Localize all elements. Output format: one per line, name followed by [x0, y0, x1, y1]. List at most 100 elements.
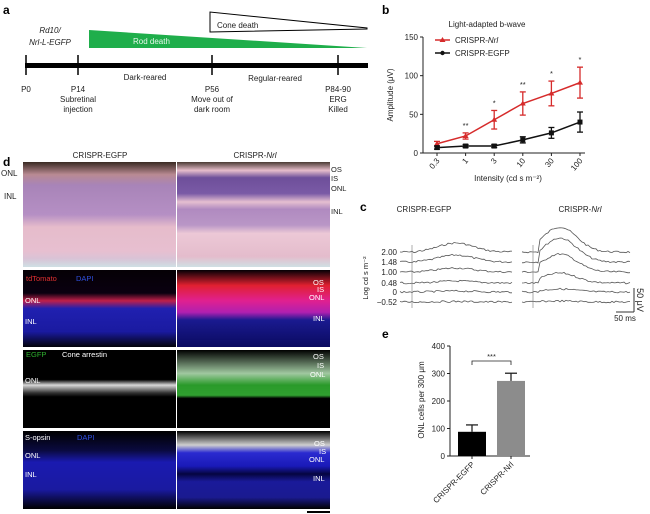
column-title-nrl: CRISPR-Nrl [233, 151, 276, 160]
legend-label-egfp: CRISPR-EGFP [455, 49, 510, 58]
stain-dapi: DAPI [76, 274, 94, 283]
significance-marker: *** [487, 352, 496, 361]
y-tick-label: 300 [432, 370, 446, 379]
rod-death-wedge [89, 30, 367, 48]
bar [497, 380, 525, 456]
panel-label-a: a [3, 3, 10, 17]
erg-trace [399, 242, 513, 254]
significance-bracket [471, 360, 512, 365]
timepoint-sub-1: Move out of [191, 95, 234, 104]
y-tick-label: 150 [405, 33, 419, 42]
data-point-triangle [462, 132, 469, 138]
significance-marker: * [550, 69, 553, 78]
x-tick-label: 10 [515, 156, 528, 169]
x-tick-label: 3 [489, 156, 499, 166]
row4-os: OS [314, 439, 325, 448]
series-line [436, 81, 581, 145]
panel-b-bwave-chart: b Light-adapted b-wave Amplitude (μV) In… [382, 3, 585, 183]
label-is: IS [331, 174, 338, 183]
timepoint-sub-2: Killed [328, 105, 348, 114]
y-tick-label: 100 [405, 72, 419, 81]
label-onl-right: ONL [331, 184, 346, 193]
timepoint-label: P84-90 [325, 85, 351, 94]
row2-onl: ONL [25, 296, 40, 305]
erg-trace [399, 300, 513, 304]
trace-y-label: Log cd s m⁻² [361, 256, 370, 300]
bar [458, 431, 486, 456]
x-axis-label: Intensity (cd s m⁻²) [474, 174, 542, 183]
strain-line-1: Rd10/ [39, 26, 61, 35]
significance-marker: * [493, 98, 496, 107]
series-line [436, 121, 581, 149]
timepoint-sub-2: injection [63, 105, 92, 114]
row4-inl: INL [25, 470, 37, 479]
rod-death-label: Rod death [133, 37, 170, 46]
panel-label-e: e [382, 327, 389, 341]
legend-marker-triangle [439, 37, 446, 42]
row3-os: OS [313, 352, 324, 361]
erg-trace [521, 299, 631, 304]
row4-is: IS [319, 447, 326, 456]
stain-dapi-2: DAPI [77, 433, 95, 442]
data-point-triangle [434, 140, 440, 146]
data-point-triangle [491, 116, 498, 122]
label-os: OS [331, 165, 342, 174]
trace-title-egfp: CRISPR-EGFP [397, 205, 452, 214]
timepoint-sub-1: ERG [329, 95, 346, 104]
stain-egfp: EGFP [26, 350, 46, 359]
timeline-bar [25, 63, 368, 68]
panel-label-d: d [3, 155, 10, 169]
erg-trace [521, 237, 631, 264]
significance-marker: ** [463, 121, 469, 130]
data-point-triangle [519, 100, 526, 106]
data-point-square [491, 143, 497, 149]
stain-cone-arrestin: Cone arrestin [62, 350, 107, 359]
row2-os: OS [313, 278, 324, 287]
data-point-square [548, 130, 554, 136]
strain-line-2: Nrl-L-EGFP [29, 38, 71, 47]
he-image-nrl [177, 162, 330, 267]
label-inl: INL [4, 192, 17, 201]
tdtomato-image-nrl [177, 270, 330, 347]
sopsin-image-egfp [23, 431, 176, 509]
y-tick-label: 200 [432, 397, 446, 406]
y-tick-label: 400 [432, 342, 446, 351]
data-point-triangle [548, 90, 555, 96]
panel-a-timeline: a Cone death Rod death Rd10/ Nrl-L-EGFP … [3, 3, 368, 114]
row4-onl-right: ONL [309, 455, 324, 464]
row2-inl-right: INL [313, 314, 325, 323]
y-tick-label: 50 [409, 110, 418, 119]
data-point-square [434, 145, 440, 151]
he-image-egfp [23, 162, 176, 267]
significance-marker: * [579, 55, 582, 64]
erg-trace [521, 227, 631, 254]
label-inl-right: INL [331, 207, 343, 216]
x-tick-label: 1 [460, 156, 470, 166]
row4-onl: ONL [25, 451, 40, 460]
trace-title-nrl: CRISPR-Nrl [558, 205, 601, 214]
intensity-level-label: 0 [393, 288, 398, 297]
arrestin-image-egfp [23, 350, 176, 428]
erg-trace [521, 252, 631, 274]
column-title-egfp: CRISPR-EGFP [73, 151, 128, 160]
x-tick-label: 100 [569, 156, 585, 172]
row3-onl-right: ONL [310, 370, 325, 379]
erg-trace [521, 287, 631, 294]
significance-marker: ** [520, 80, 526, 89]
timepoint-sub-1: Subretinal [60, 95, 96, 104]
chart-title: Light-adapted b-wave [449, 20, 526, 29]
dark-reared-label: Dark-reared [124, 73, 167, 82]
intensity-level-label: −0.52 [377, 298, 398, 307]
y-tick-label: 0 [441, 452, 446, 461]
timepoint-label: P56 [205, 85, 220, 94]
row3-onl: ONL [25, 376, 40, 385]
row2-inl: INL [25, 317, 37, 326]
data-point-square [577, 119, 583, 125]
sopsin-image-nrl [177, 431, 330, 509]
stain-tdtomato: tdTomato [26, 274, 57, 283]
x-tick-label: 30 [543, 156, 556, 169]
erg-trace [399, 279, 513, 285]
erg-trace [399, 267, 513, 274]
panel-e-onl-count-chart: e ONL cells per 300 μm 0 100 200 300 400 CRIS… [382, 327, 530, 505]
